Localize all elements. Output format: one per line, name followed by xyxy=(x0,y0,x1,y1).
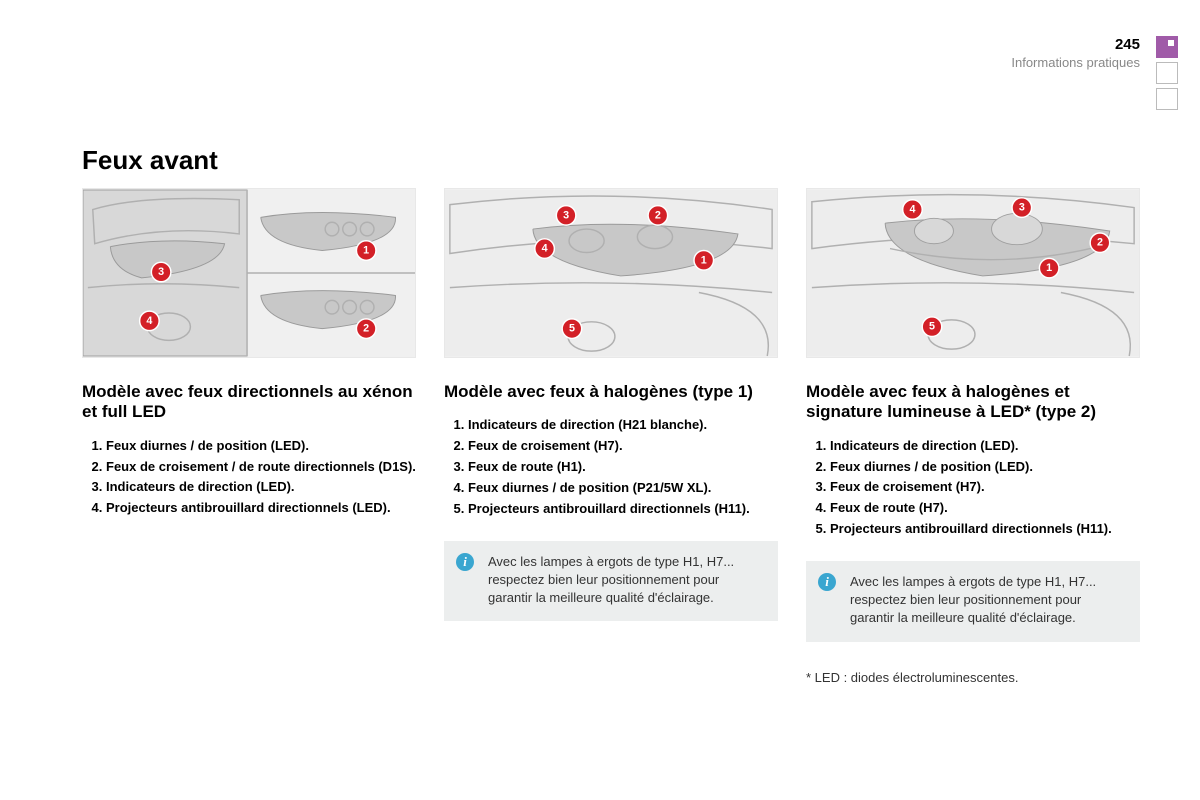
bulb-list: Indicateurs de direction (LED). Feux diur… xyxy=(806,437,1140,539)
subheading: Modèle avec feux directionnels au xénon … xyxy=(82,382,416,423)
svg-text:2: 2 xyxy=(655,209,661,221)
svg-text:3: 3 xyxy=(158,266,164,278)
footnote: * LED : diodes électroluminescentes. xyxy=(806,670,1140,685)
svg-text:2: 2 xyxy=(1097,237,1103,249)
diagram-halogen-2: 1 2 3 4 5 xyxy=(806,188,1140,358)
info-box: i Avec les lampes à ergots de type H1, H… xyxy=(806,561,1140,642)
side-tabs xyxy=(1156,36,1180,114)
column-halogen-type1: 1 2 3 4 5 Modèle avec feux à halogènes (type… xyxy=(444,188,778,685)
bulb-list: Feux diurnes / de position (LED). Feux de… xyxy=(82,437,416,518)
bulb-item: Indicateurs de direction (LED). xyxy=(106,478,416,497)
info-icon: i xyxy=(818,573,836,591)
content-columns: 1 2 3 4 Modèle avec feux directionnels au x… xyxy=(82,188,1140,685)
bulb-list: Indicateurs de direction (H21 blanche). F… xyxy=(444,416,778,518)
bulb-item: Projecteurs antibrouillard directionnels… xyxy=(106,499,416,518)
svg-text:5: 5 xyxy=(569,323,575,335)
bulb-item: Projecteurs antibrouillard directionnels… xyxy=(468,500,778,519)
column-halogen-type2: 1 2 3 4 5 Modèle avec feux à halogènes et si… xyxy=(806,188,1140,685)
svg-text:5: 5 xyxy=(929,321,935,333)
svg-text:3: 3 xyxy=(1019,202,1025,214)
page-header: 245 Informations pratiques xyxy=(1011,36,1140,70)
svg-text:2: 2 xyxy=(363,323,369,335)
bulb-item: Feux de route (H7). xyxy=(830,499,1140,518)
svg-text:4: 4 xyxy=(909,204,915,216)
svg-text:1: 1 xyxy=(1046,262,1052,274)
bulb-item: Indicateurs de direction (H21 blanche). xyxy=(468,416,778,435)
svg-text:3: 3 xyxy=(563,209,569,221)
tab-inactive xyxy=(1156,88,1178,110)
svg-text:1: 1 xyxy=(363,245,369,257)
svg-text:4: 4 xyxy=(146,315,152,327)
bulb-item: Feux diurnes / de position (P21/5W XL). xyxy=(468,479,778,498)
bulb-item: Feux de route (H1). xyxy=(468,458,778,477)
subheading: Modèle avec feux à halogènes (type 1) xyxy=(444,382,778,402)
bulb-item: Projecteurs antibrouillard directionnels… xyxy=(830,520,1140,539)
page-title: Feux avant xyxy=(82,145,218,176)
bulb-item: Indicateurs de direction (LED). xyxy=(830,437,1140,456)
bulb-item: Feux de croisement / de route directionn… xyxy=(106,458,416,477)
bulb-item: Feux de croisement (H7). xyxy=(830,478,1140,497)
column-xenon-led: 1 2 3 4 Modèle avec feux directionnels au x… xyxy=(82,188,416,685)
svg-text:1: 1 xyxy=(701,254,707,266)
info-text: Avec les lampes à ergots de type H1, H7.… xyxy=(850,574,1096,625)
tab-inactive xyxy=(1156,62,1178,84)
diagram-xenon-led: 1 2 3 4 xyxy=(82,188,416,358)
info-box: i Avec les lampes à ergots de type H1, H… xyxy=(444,541,778,622)
tab-active xyxy=(1156,36,1178,58)
subheading: Modèle avec feux à halogènes et signatur… xyxy=(806,382,1140,423)
bulb-item: Feux diurnes / de position (LED). xyxy=(106,437,416,456)
bulb-item: Feux diurnes / de position (LED). xyxy=(830,458,1140,477)
bulb-item: Feux de croisement (H7). xyxy=(468,437,778,456)
section-name: Informations pratiques xyxy=(1011,55,1140,70)
info-icon: i xyxy=(456,553,474,571)
info-text: Avec les lampes à ergots de type H1, H7.… xyxy=(488,554,734,605)
diagram-halogen-1: 1 2 3 4 5 xyxy=(444,188,778,358)
svg-text:4: 4 xyxy=(542,243,548,255)
page-number: 245 xyxy=(1011,36,1140,53)
